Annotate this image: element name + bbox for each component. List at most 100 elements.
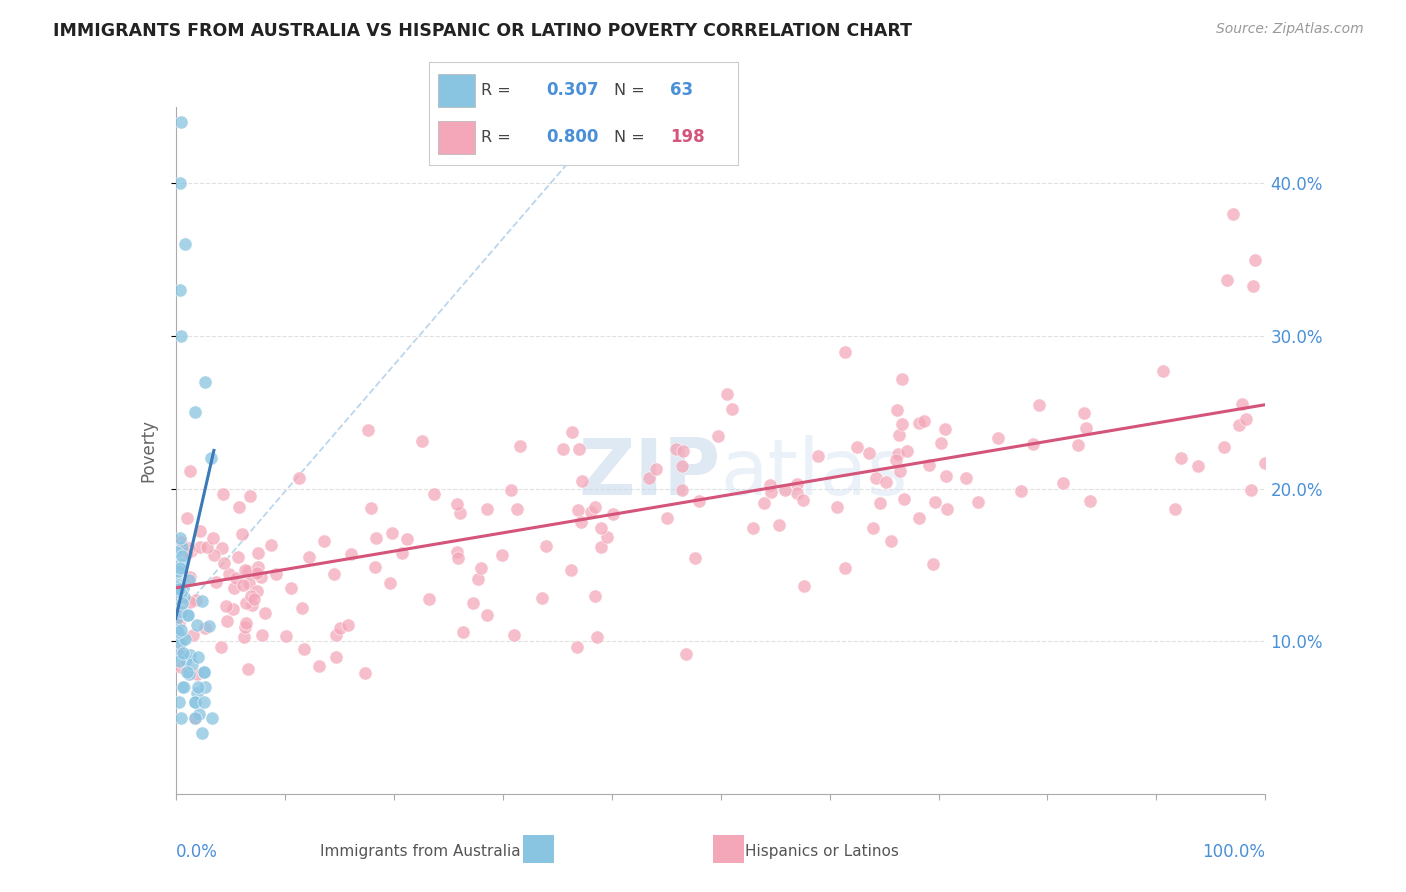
Point [174, 632, 197, 646]
Point [446, 545, 468, 559]
Point [675, 647, 697, 661]
Point [858, 446, 880, 460]
Point [167, 644, 190, 658]
Point [378, 576, 401, 591]
Point [184, 710, 207, 724]
Point [891, 417, 914, 432]
Point [198, 619, 221, 633]
Text: 198: 198 [671, 128, 704, 146]
Point [571, 474, 593, 488]
Point [418, 592, 440, 607]
Text: 0.0%: 0.0% [176, 843, 218, 861]
Point [217, 614, 239, 628]
Point [934, 422, 956, 436]
Point [966, 495, 988, 509]
Point [491, 548, 513, 562]
Point [166, 624, 188, 639]
Point [184, 710, 207, 724]
Point [170, 557, 193, 571]
Point [1073, 406, 1095, 420]
Point [176, 607, 198, 622]
Point [602, 507, 624, 521]
Point [579, 505, 602, 519]
Point [292, 641, 315, 656]
Point [228, 500, 250, 514]
Point [170, 535, 193, 549]
Point [179, 464, 201, 478]
Point [807, 449, 830, 463]
Point [354, 665, 377, 680]
Point [360, 500, 382, 515]
Point [254, 606, 277, 620]
Point [170, 580, 193, 594]
Point [232, 630, 254, 644]
FancyBboxPatch shape [711, 833, 745, 865]
Point [169, 579, 191, 593]
Point [184, 593, 207, 607]
Point [298, 550, 321, 565]
Y-axis label: Poverty: Poverty [139, 419, 157, 482]
Point [246, 560, 269, 574]
Point [761, 485, 783, 500]
Point [240, 589, 263, 603]
Point [194, 680, 217, 694]
Point [1067, 438, 1090, 452]
Point [672, 443, 695, 458]
Point [201, 532, 224, 546]
Point [233, 563, 256, 577]
Point [886, 402, 908, 417]
Point [169, 561, 191, 575]
Point [167, 615, 190, 630]
Point [908, 416, 931, 430]
Point [531, 591, 554, 605]
Point [1243, 252, 1265, 267]
Point [193, 695, 215, 709]
Point [174, 653, 197, 667]
Point [170, 115, 193, 129]
Point [231, 527, 253, 541]
Point [924, 494, 946, 508]
Point [934, 469, 956, 483]
Point [921, 558, 943, 572]
Point [165, 573, 187, 587]
Point [569, 515, 592, 529]
Point [193, 665, 215, 679]
Text: Hispanics or Latinos: Hispanics or Latinos [745, 845, 898, 859]
Point [506, 502, 529, 516]
Point [889, 464, 911, 478]
Point [172, 632, 194, 647]
Point [752, 495, 775, 509]
Point [184, 695, 207, 709]
Point [825, 500, 848, 514]
Point [242, 591, 264, 606]
Point [869, 496, 891, 510]
Point [167, 647, 190, 661]
Point [1187, 459, 1209, 474]
Point [1241, 279, 1264, 293]
Point [169, 636, 191, 650]
Point [183, 405, 205, 419]
Point [166, 578, 188, 592]
Text: 0.307: 0.307 [547, 81, 599, 99]
Point [834, 344, 856, 359]
Point [179, 648, 201, 662]
Point [1052, 475, 1074, 490]
Point [741, 521, 763, 535]
Point [194, 375, 217, 389]
Point [194, 621, 217, 635]
Point [236, 662, 259, 676]
Point [1254, 456, 1277, 470]
Point [181, 628, 204, 642]
Text: IMMIGRANTS FROM AUSTRALIA VS HISPANIC OR LATINO POVERTY CORRELATION CHART: IMMIGRANTS FROM AUSTRALIA VS HISPANIC OR… [53, 22, 912, 40]
Point [264, 567, 287, 582]
Point [893, 491, 915, 506]
Point [186, 618, 208, 632]
Point [245, 583, 267, 598]
Point [291, 601, 314, 615]
Point [1216, 273, 1239, 287]
Point [470, 560, 492, 574]
Point [475, 607, 498, 622]
Point [366, 532, 388, 546]
Point [1230, 397, 1253, 411]
Point [211, 541, 233, 556]
